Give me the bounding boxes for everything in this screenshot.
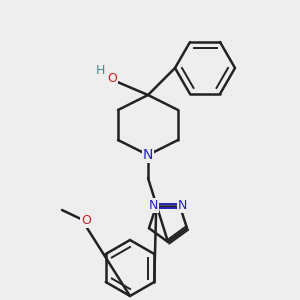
Text: O: O — [107, 71, 117, 85]
Text: H: H — [95, 64, 105, 76]
Text: N: N — [148, 199, 158, 212]
Text: N: N — [143, 148, 153, 162]
Text: O: O — [81, 214, 91, 226]
Text: N: N — [178, 199, 188, 212]
